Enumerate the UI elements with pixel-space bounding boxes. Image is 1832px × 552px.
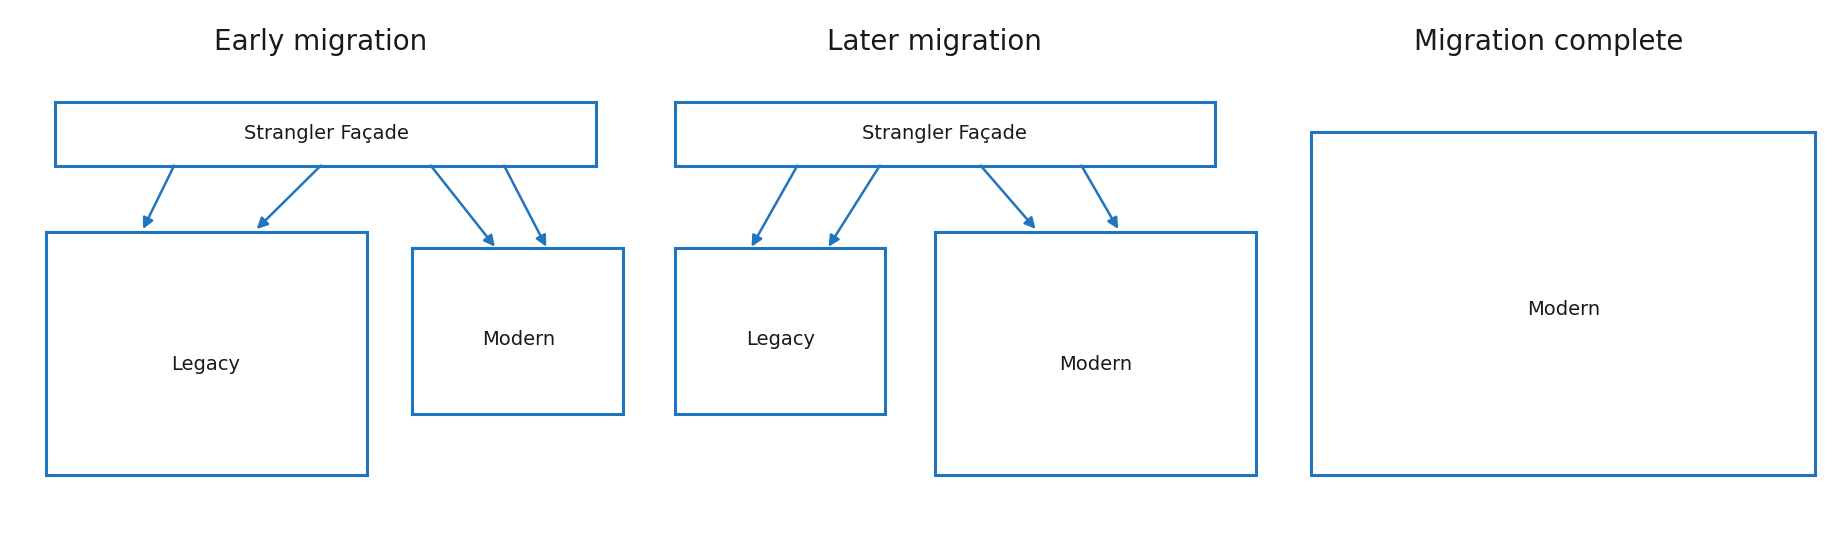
Text: Modern: Modern — [482, 330, 555, 349]
Bar — [46, 232, 366, 475]
Text: Strangler Façade: Strangler Façade — [861, 124, 1026, 143]
Bar — [674, 248, 885, 414]
Text: Strangler Façade: Strangler Façade — [244, 124, 409, 143]
Text: Early migration: Early migration — [214, 28, 427, 56]
Text: Legacy: Legacy — [746, 330, 815, 349]
Text: Modern: Modern — [1059, 355, 1132, 374]
Text: Later migration: Later migration — [826, 28, 1042, 56]
Text: Migration complete: Migration complete — [1414, 28, 1682, 56]
Bar — [674, 102, 1215, 166]
Text: Legacy: Legacy — [170, 355, 240, 374]
Bar — [55, 102, 595, 166]
Bar — [934, 232, 1255, 475]
Bar — [1310, 132, 1814, 475]
Bar — [412, 248, 623, 414]
Text: Modern: Modern — [1526, 300, 1599, 319]
